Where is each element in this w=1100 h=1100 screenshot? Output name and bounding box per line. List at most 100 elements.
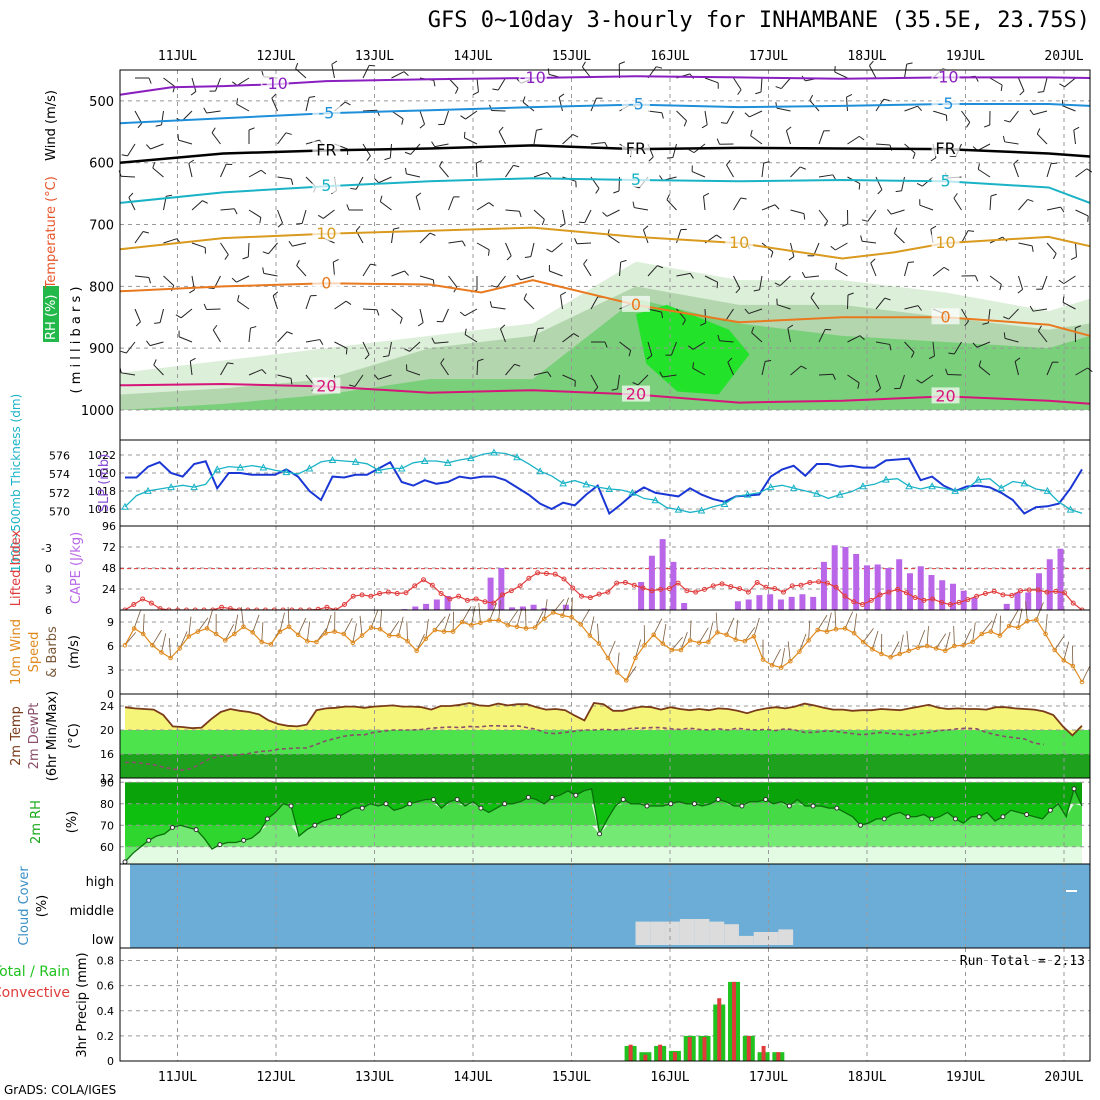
date-label-top: 17JUL <box>749 49 788 64</box>
rh-marker <box>739 803 745 809</box>
li-marker <box>701 586 707 592</box>
li-marker <box>947 601 953 607</box>
upper-wind-barb <box>662 374 677 378</box>
rh-ytick: 70 <box>100 819 114 832</box>
rh-marker <box>905 814 911 820</box>
wind-marker <box>979 631 985 637</box>
li-marker <box>552 571 558 577</box>
li-marker <box>1018 588 1024 594</box>
wind-barb <box>543 599 548 619</box>
upper-wind-barb <box>296 265 307 277</box>
rh-label-bg <box>43 286 59 342</box>
upper-wind-barb-flag <box>296 222 303 225</box>
wind-barb <box>425 619 429 639</box>
upper-wind-barb-flag <box>688 345 694 350</box>
wind-barb <box>744 627 756 642</box>
cape-bar <box>1003 603 1010 610</box>
upper-wind-barb-flag <box>464 328 467 335</box>
li-marker <box>394 590 400 596</box>
upper-wind-barb <box>719 340 734 343</box>
rh-marker <box>763 797 769 802</box>
wind-marker <box>961 642 966 648</box>
upper-wind-barb-flag <box>148 77 152 84</box>
li-marker <box>219 604 225 610</box>
isotherm-label-bg <box>621 140 650 157</box>
upper-wind-barb-flag <box>152 162 156 169</box>
li-marker <box>816 579 822 585</box>
slp-ytick-left: 574 <box>49 468 70 481</box>
upper-wind-barb <box>211 132 221 145</box>
isotherm-10 <box>119 226 1091 260</box>
cape-bar <box>939 580 946 610</box>
rh-marker <box>122 859 128 865</box>
upper-wind-barb-flag <box>830 245 836 251</box>
upper-wind-barb <box>180 308 193 319</box>
li-marker <box>377 590 383 596</box>
upper-wind-barb <box>271 98 278 112</box>
upper-wind-barb-flag <box>916 379 922 384</box>
upper-wind-barb <box>875 374 882 389</box>
upper-wind-barb <box>1046 242 1057 254</box>
rh-marker <box>1071 786 1077 792</box>
wind-marker <box>140 631 146 637</box>
date-label-top: 11JUL <box>158 49 197 64</box>
wind-marker <box>450 629 456 634</box>
wind-speed-line <box>124 611 1083 683</box>
upper-wind-barb-flag <box>370 263 377 266</box>
upper-wind-barb-flag <box>1062 296 1065 303</box>
wind-marker <box>532 625 538 630</box>
upper-wind-barb <box>163 275 175 286</box>
cape-bar <box>745 599 752 610</box>
upper-wind-barb-flag <box>541 219 545 226</box>
rh-marker <box>976 814 982 820</box>
thickness-marker <box>167 483 175 491</box>
upper-wind-barb-flag <box>518 211 522 218</box>
li-marker <box>429 582 435 588</box>
upper-wind-barb <box>1062 105 1076 112</box>
wind-marker <box>441 629 447 634</box>
upper-wind-barb-flag <box>572 134 579 138</box>
li-axis-label: Lifted Index <box>9 529 24 606</box>
precip-convective-bar <box>761 1045 766 1061</box>
upper-wind-barb-flag <box>775 86 782 90</box>
date-label-bottom: 13JUL <box>355 1070 394 1085</box>
upper-wind-barb <box>1063 275 1076 285</box>
wind-marker <box>1061 658 1067 663</box>
wind-barb <box>197 617 209 632</box>
cloud-axis-unit: (%) <box>35 895 50 918</box>
precip-convective-bar <box>672 1052 677 1061</box>
upper-wind-barb-flag <box>648 156 654 162</box>
upper-wind-barb-flag <box>262 251 269 255</box>
upper-wind-barb <box>1046 206 1061 211</box>
upper-wind-barb-flag <box>153 359 157 366</box>
upper-wind-barb-flag <box>345 300 352 306</box>
upper-wind-barb-flag <box>611 388 618 391</box>
wind-marker <box>195 629 201 634</box>
upper-wind-barb-flag <box>1086 168 1093 173</box>
wind-barb <box>597 623 600 644</box>
upper-wind-barb <box>533 209 545 220</box>
upper-wind-barb <box>787 328 791 343</box>
upper-wind-barb-flag <box>177 134 180 141</box>
upper-wind-barb <box>191 77 197 92</box>
wind-barb <box>972 622 976 643</box>
upper-wind-barb <box>323 209 335 219</box>
thickness-marker <box>882 475 890 483</box>
rh-axis-unit: (%) <box>65 811 80 834</box>
li-marker <box>991 588 997 594</box>
upper-wind-barb-flag <box>835 262 838 269</box>
upper-wind-barb-flag <box>1037 325 1042 332</box>
upper-wind-barb <box>676 308 686 321</box>
upper-wind-barb-flag <box>175 314 182 319</box>
rh-marker <box>407 801 413 807</box>
wind-barb <box>787 641 791 662</box>
page-title: GFS 0~10day 3-hourly for INHAMBANE (35.5… <box>427 8 1090 33</box>
upper-wind-barb <box>533 171 548 178</box>
upper-wind-barb <box>248 328 251 343</box>
upper-wind-barb-flag <box>523 293 527 300</box>
upper-wind-barb <box>751 332 763 343</box>
upper-wind-barb-flag <box>716 138 720 145</box>
cape-bar <box>917 566 924 610</box>
upper-wind-barb-flag <box>233 208 238 215</box>
upper-wind-barb-flag <box>953 193 958 199</box>
